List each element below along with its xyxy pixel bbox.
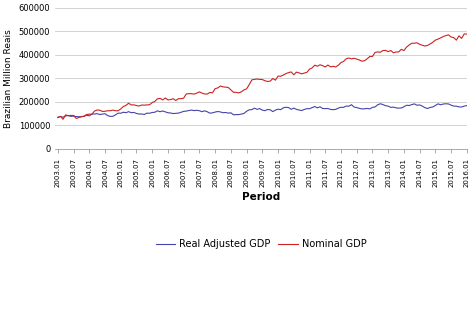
- Line: Real Adjusted GDP: Real Adjusted GDP: [58, 104, 467, 117]
- Nominal GDP: [293, 70, 299, 74]
- Real Adjusted GDP: [55, 115, 61, 119]
- X-axis label: Period: Period: [242, 192, 280, 202]
- Nominal GDP: [388, 49, 393, 52]
- Nominal GDP: [461, 32, 467, 36]
- Real Adjusted GDP: [207, 111, 213, 115]
- Line: Nominal GDP: Nominal GDP: [58, 34, 467, 119]
- Legend: Real Adjusted GDP, Nominal GDP: Real Adjusted GDP, Nominal GDP: [152, 235, 370, 253]
- Real Adjusted GDP: [388, 106, 393, 109]
- Nominal GDP: [168, 98, 173, 101]
- Nominal GDP: [71, 113, 76, 117]
- Nominal GDP: [79, 114, 84, 118]
- Nominal GDP: [464, 32, 470, 36]
- Real Adjusted GDP: [464, 104, 470, 107]
- Y-axis label: Brazilian Million Reais: Brazilian Million Reais: [4, 29, 13, 127]
- Real Adjusted GDP: [377, 102, 383, 106]
- Nominal GDP: [60, 117, 66, 121]
- Real Adjusted GDP: [68, 114, 74, 118]
- Real Adjusted GDP: [165, 111, 171, 115]
- Nominal GDP: [210, 91, 215, 95]
- Real Adjusted GDP: [291, 106, 297, 110]
- Real Adjusted GDP: [76, 115, 82, 119]
- Nominal GDP: [55, 116, 61, 120]
